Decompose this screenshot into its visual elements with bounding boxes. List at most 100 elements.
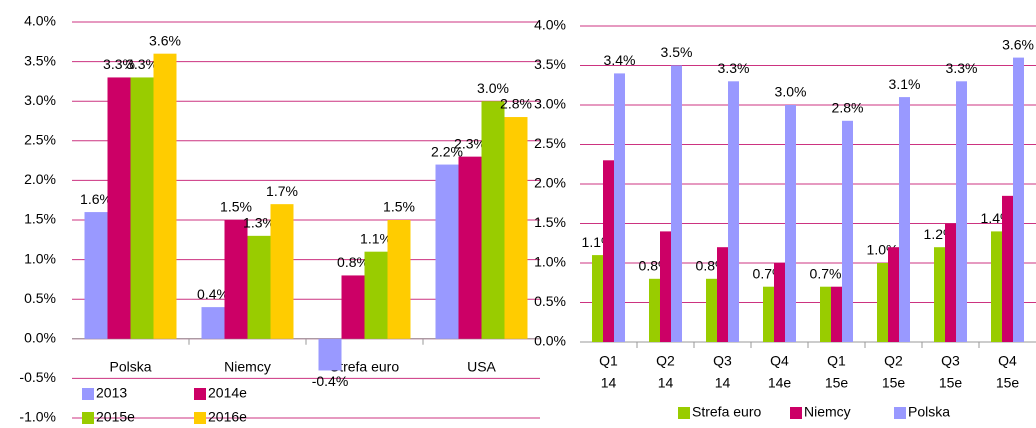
x-tick-label: Q3: [713, 353, 732, 369]
legend-swatch: [194, 388, 206, 400]
data-label: 3.3%: [103, 56, 135, 72]
data-label: 0.8%: [337, 254, 369, 270]
y-tick-label: 1.5%: [534, 214, 566, 230]
x-tick-label: 15e: [882, 375, 906, 391]
legend-label: 2015e: [96, 409, 135, 425]
legend-label: Strefa euro: [692, 404, 761, 420]
y-tick-label: 1.5%: [24, 211, 56, 227]
y-tick-label: 3.0%: [24, 92, 56, 108]
data-label: 3.4%: [604, 52, 636, 68]
bar: [84, 212, 108, 339]
legend-label: 2016e: [208, 409, 247, 425]
legend-label: Niemcy: [804, 404, 851, 420]
bar: [717, 247, 728, 342]
bar: [247, 235, 271, 339]
bar: [270, 204, 294, 339]
bar: [504, 117, 528, 339]
data-label: 1.7%: [266, 183, 298, 199]
y-tick-label: 3.0%: [534, 96, 566, 112]
bar: [888, 247, 899, 342]
x-tick-label: Q4: [998, 353, 1017, 369]
x-tick-label: Q1: [599, 353, 618, 369]
y-tick-label: 2.5%: [534, 135, 566, 151]
x-tick-label: Strefa euro: [330, 359, 399, 375]
bar: [387, 220, 411, 339]
bar: [774, 263, 785, 342]
legend-swatch: [82, 412, 94, 424]
y-tick-label: 2.0%: [534, 175, 566, 191]
data-label: 3.6%: [1002, 36, 1034, 52]
x-tick-label: Q4: [770, 353, 789, 369]
data-label: 2.8%: [832, 100, 864, 116]
data-label: 2.3%: [454, 135, 486, 151]
bar: [660, 231, 671, 342]
x-tick-label: 14: [601, 375, 617, 391]
bar: [945, 223, 956, 342]
bar: [649, 278, 660, 342]
bar: [153, 53, 177, 339]
bar: [1013, 57, 1024, 342]
y-tick-label: 4.0%: [534, 17, 566, 33]
data-label: 3.3%: [946, 60, 978, 76]
x-tick-label: Q3: [941, 353, 960, 369]
data-label: 2.2%: [431, 143, 463, 159]
data-label: 1.5%: [383, 199, 415, 215]
bar: [201, 307, 225, 339]
y-tick-label: 0.5%: [534, 293, 566, 309]
y-tick-label: 3.5%: [24, 52, 56, 68]
bar: [820, 286, 831, 342]
bar: [603, 160, 614, 342]
bar: [1002, 195, 1013, 342]
y-tick-label: 0.0%: [534, 333, 566, 349]
legend-label: 2014e: [208, 385, 247, 401]
x-tick-label: 14: [715, 375, 731, 391]
bar: [107, 77, 131, 339]
y-tick-label: 1.0%: [534, 254, 566, 270]
bar: [899, 97, 910, 342]
legend-label: Polska: [908, 404, 950, 420]
data-label: 1.5%: [220, 199, 252, 215]
x-tick-label: 14: [658, 375, 674, 391]
bar: [706, 278, 717, 342]
bar: [728, 81, 739, 343]
x-tick-label: 15e: [939, 375, 963, 391]
bar: [763, 286, 774, 342]
x-tick-label: Q1: [827, 353, 846, 369]
data-label: -0.4%: [312, 373, 349, 389]
legend-swatch: [894, 407, 906, 419]
y-tick-label: 2.5%: [24, 132, 56, 148]
data-label: 1.3%: [243, 215, 275, 231]
bar: [481, 101, 505, 339]
data-label: 1.1%: [360, 230, 392, 246]
y-tick-label: 0.0%: [24, 330, 56, 346]
legend-swatch: [678, 407, 690, 419]
data-label: 1.6%: [80, 191, 112, 207]
bar: [458, 156, 482, 339]
x-tick-label: 15e: [996, 375, 1020, 391]
y-tick-label: 0.5%: [24, 290, 56, 306]
bar: [614, 73, 625, 343]
data-label: 3.6%: [149, 32, 181, 48]
x-tick-label: Q2: [656, 353, 675, 369]
y-tick-label: -0.5%: [19, 369, 56, 385]
bar: [842, 120, 853, 342]
x-tick-label: Polska: [109, 359, 151, 375]
data-label: 0.4%: [197, 286, 229, 302]
bar: [435, 164, 459, 339]
bar: [991, 231, 1002, 342]
bar: [934, 247, 945, 342]
legend-swatch: [790, 407, 802, 419]
bar: [956, 81, 967, 343]
data-label: 3.3%: [718, 60, 750, 76]
x-tick-label: 15e: [825, 375, 849, 391]
bar: [877, 263, 888, 342]
x-tick-label: Niemcy: [224, 359, 271, 375]
data-label: 3.3%: [126, 56, 158, 72]
bar: [130, 77, 154, 339]
bar: [671, 65, 682, 342]
y-tick-label: 2.0%: [24, 171, 56, 187]
x-tick-label: 14e: [768, 375, 792, 391]
bar: [341, 275, 365, 339]
data-label: 3.0%: [477, 80, 509, 96]
bar: [831, 286, 842, 342]
